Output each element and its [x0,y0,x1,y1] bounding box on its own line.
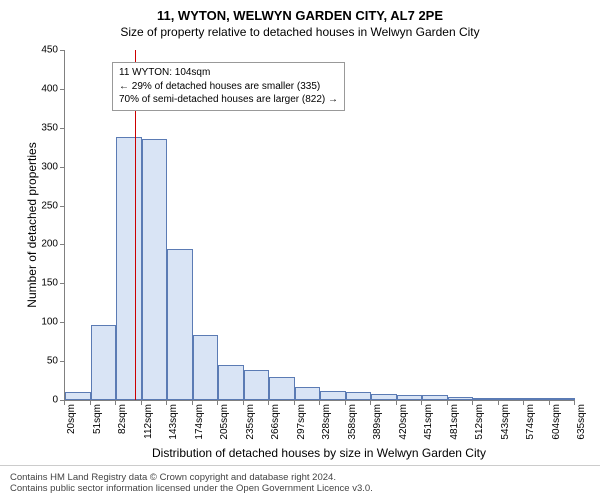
y-tick-mark [60,50,65,51]
y-tick-mark [60,89,65,90]
y-tick-mark [60,322,65,323]
x-tick-mark [141,400,142,405]
y-tick-mark [60,283,65,284]
x-tick-mark [574,400,575,405]
x-tick-mark [421,400,422,405]
histogram-bar [550,398,576,400]
y-axis-title: Number of detached properties [25,125,39,325]
histogram-bar [448,397,474,400]
histogram-bar [295,387,321,400]
y-tick-label: 400 [28,83,58,94]
x-tick-mark [523,400,524,405]
x-tick-mark [319,400,320,405]
x-tick-mark [90,400,91,405]
y-tick-mark [60,167,65,168]
x-tick-mark [166,400,167,405]
y-tick-mark [60,361,65,362]
x-tick-label: 635sqm [576,404,587,454]
histogram-bar [244,370,270,400]
x-tick-mark [370,400,371,405]
chart-title: 11, WYTON, WELWYN GARDEN CITY, AL7 2PE [0,0,600,23]
footer: Contains HM Land Registry data © Crown c… [0,465,600,500]
histogram-bar [91,325,117,400]
footer-line-2: Contains public sector information licen… [10,483,590,494]
y-tick-mark [60,206,65,207]
x-tick-mark [64,400,65,405]
histogram-bar [371,394,397,400]
annotation-box: 11 WYTON: 104sqm ← 29% of detached house… [112,62,345,111]
histogram-bar [346,392,372,400]
x-tick-mark [217,400,218,405]
x-axis-title: Distribution of detached houses by size … [64,446,574,460]
histogram-bar [269,377,295,400]
y-tick-label: 50 [28,356,58,367]
histogram-bar [473,398,499,400]
x-tick-mark [345,400,346,405]
annotation-line-3: 70% of semi-detached houses are larger (… [119,93,338,107]
histogram-bar [422,395,448,400]
x-tick-mark [115,400,116,405]
x-tick-mark [472,400,473,405]
histogram-bar [167,249,193,400]
y-tick-mark [60,244,65,245]
histogram-bar [218,365,244,400]
x-tick-mark [447,400,448,405]
histogram-bar [142,139,168,400]
x-tick-mark [243,400,244,405]
x-tick-mark [549,400,550,405]
histogram-bar [499,398,525,400]
footer-line-1: Contains HM Land Registry data © Crown c… [10,472,590,483]
x-tick-mark [498,400,499,405]
histogram-bar [65,392,91,400]
x-tick-mark [294,400,295,405]
histogram-bar [524,398,550,400]
y-tick-mark [60,128,65,129]
y-tick-label: 450 [28,45,58,56]
annotation-line-2: ← 29% of detached houses are smaller (33… [119,80,338,94]
annotation-line-1: 11 WYTON: 104sqm [119,66,338,80]
x-tick-mark [396,400,397,405]
x-tick-mark [268,400,269,405]
y-tick-label: 0 [28,395,58,406]
histogram-bar [116,137,142,400]
histogram-bar [320,391,346,400]
chart-container: 11, WYTON, WELWYN GARDEN CITY, AL7 2PE S… [0,0,600,500]
histogram-bar [397,395,423,400]
chart-subtitle: Size of property relative to detached ho… [0,23,600,39]
histogram-bar [193,335,219,400]
x-tick-mark [192,400,193,405]
chart-area: 050100150200250300350400450 20sqm51sqm82… [64,50,574,400]
